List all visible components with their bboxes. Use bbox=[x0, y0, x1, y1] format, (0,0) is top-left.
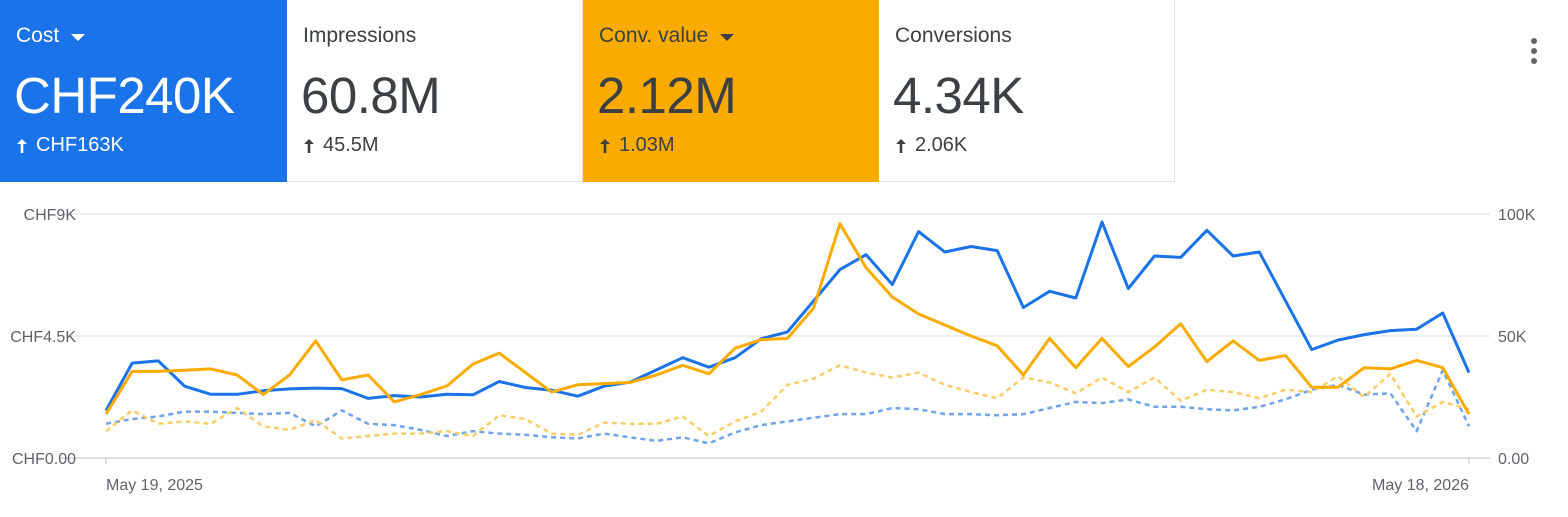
conversions-label-text: Conversions bbox=[895, 24, 1012, 47]
metric-value-conversions: 4.34K bbox=[893, 67, 1024, 124]
series-line-cost bbox=[104, 220, 1471, 412]
y-left-tick-label: CHF4.5K bbox=[10, 329, 76, 346]
impressions-delta-text: 45.5M bbox=[323, 134, 379, 156]
metric-delta-conv-value: 1.03M bbox=[599, 134, 675, 157]
x-tick-label: May 18, 2026 bbox=[1372, 477, 1469, 494]
metric-label-cost[interactable]: Cost bbox=[16, 24, 86, 48]
conv-value-delta-text: 1.03M bbox=[619, 134, 675, 156]
caret-down-icon[interactable] bbox=[71, 33, 86, 41]
arrow-up-icon bbox=[16, 138, 30, 153]
conv-value-label-text: Conv. value bbox=[599, 24, 709, 47]
performance-line-chart: CHF0.00 0.00 CHF4.5K 50K CHF9K 100K May 19, 20… bbox=[10, 207, 1536, 494]
y-right-tick-label: 0.00 bbox=[1498, 451, 1529, 468]
arrow-up-icon bbox=[599, 138, 613, 153]
impressions-label-text: Impressions bbox=[303, 24, 417, 47]
arrow-up-icon bbox=[895, 138, 909, 153]
caret-down-icon[interactable] bbox=[720, 33, 735, 41]
series-line-impressions bbox=[105, 368, 1471, 445]
metric-label-conversions: Conversions bbox=[895, 24, 1012, 48]
metric-delta-conversions: 2.06K bbox=[895, 134, 967, 157]
cost-delta-text: CHF163K bbox=[36, 134, 124, 156]
conversions-delta-text: 2.06K bbox=[915, 134, 968, 156]
metric-card-conv-value[interactable]: Conv. value 2.12M 1.03M bbox=[583, 0, 879, 182]
metric-card-impressions[interactable]: Impressions 60.8M 45.5M bbox=[287, 0, 583, 182]
y-left-tick-label: CHF9K bbox=[24, 207, 77, 224]
metric-label-conv-value[interactable]: Conv. value bbox=[599, 24, 735, 48]
cost-label-text: Cost bbox=[16, 24, 60, 47]
metric-label-impressions: Impressions bbox=[303, 24, 416, 48]
arrow-up-icon bbox=[303, 138, 317, 153]
metric-value-conv-value: 2.12M bbox=[597, 67, 737, 124]
metric-delta-cost: CHF163K bbox=[16, 134, 124, 157]
metric-delta-impressions: 45.5M bbox=[303, 134, 379, 157]
metric-value-impressions: 60.8M bbox=[301, 67, 441, 124]
metric-cards: Cost CHF240K CHF163K Impressions 60.8M 4… bbox=[0, 0, 1175, 182]
metric-card-conversions[interactable]: Conversions 4.34K 2.06K bbox=[879, 0, 1175, 182]
y-right-tick-label: 100K bbox=[1498, 207, 1536, 224]
x-tick-label: May 19, 2025 bbox=[106, 477, 203, 494]
y-right-tick-label: 50K bbox=[1498, 329, 1527, 346]
metric-card-cost[interactable]: Cost CHF240K CHF163K bbox=[0, 0, 287, 182]
more-options-icon[interactable] bbox=[1522, 38, 1546, 70]
metric-value-cost: CHF240K bbox=[14, 67, 235, 124]
series-line-conversions bbox=[105, 364, 1470, 440]
series-line-conv-value bbox=[104, 222, 1471, 415]
y-left-tick-label: CHF0.00 bbox=[12, 451, 76, 468]
